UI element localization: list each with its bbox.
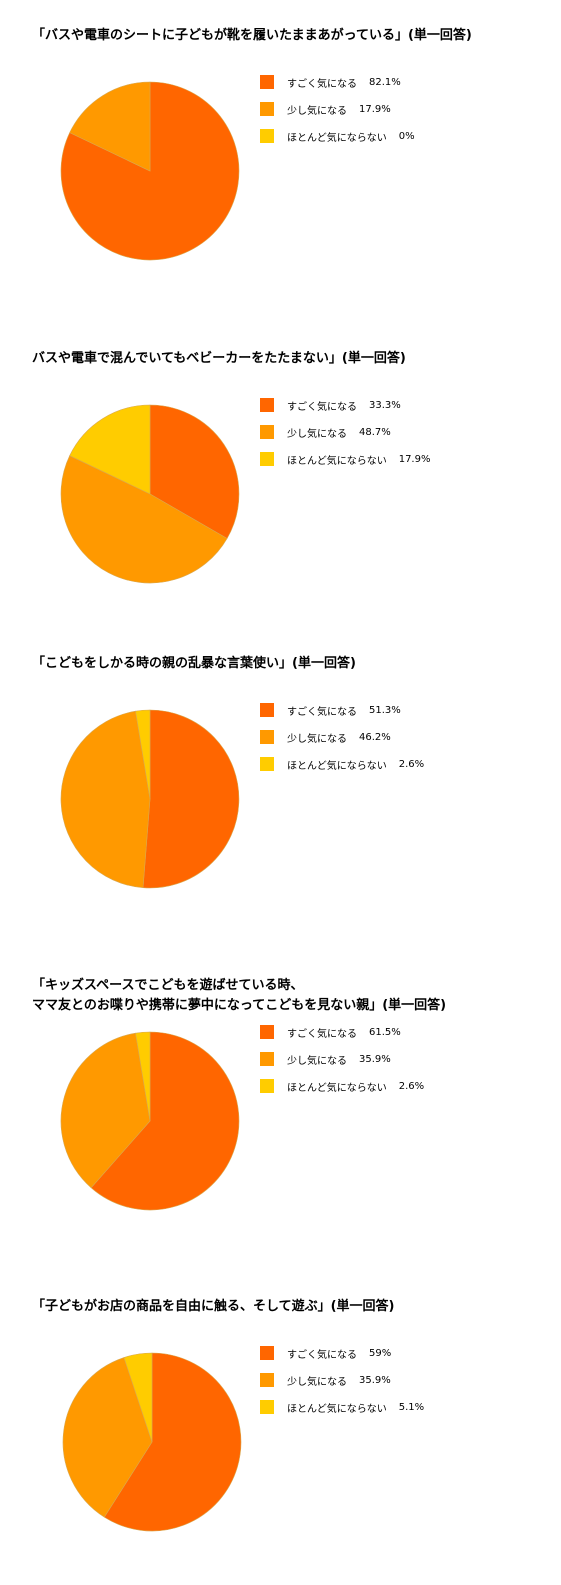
chart-panel: バスや電車で混んでいてもベビーカーをたたまない」(単一回答) すごく気になる 3…	[0, 349, 561, 649]
legend-value: 17.9%	[398, 453, 431, 465]
legend-value: 0%	[398, 130, 415, 142]
legend-label: 少し気になる	[287, 105, 347, 117]
legend-value: 46.2%	[359, 731, 391, 743]
pie-chart	[60, 81, 240, 261]
chart-legend: すごく気になる 51.3% 少し気になる 46.2% ほとんど気にならない 2.…	[260, 702, 550, 782]
legend-swatch	[260, 703, 274, 717]
chart-legend: すごく気になる 59% 少し気になる 35.9% ほとんど気にならない 5.1%	[260, 1345, 550, 1425]
legend-swatch	[260, 102, 274, 116]
legend-item-somewhat: 少し気になる 17.9%	[260, 101, 391, 117]
pie-slice-not	[123, 1352, 153, 1443]
chart-title: 「子どもがお店の商品を自由に触る、そして遊ぶ」(単一回答)	[32, 1299, 395, 1314]
legend-value: 48.7%	[359, 426, 391, 438]
pie-slice-not	[135, 1031, 151, 1122]
pie-slice-somewhat	[62, 1357, 153, 1518]
legend-label: ほとんど気にならない	[287, 455, 387, 467]
legend-label: ほとんど気にならない	[287, 1403, 387, 1415]
legend-item-not: ほとんど気にならない 2.6%	[260, 756, 424, 772]
legend-value: 35.9%	[359, 1053, 391, 1065]
pie-slice-somewhat	[69, 81, 151, 172]
legend-item-not: ほとんど気にならない 17.9%	[260, 451, 430, 467]
pie-slice-somewhat	[60, 1032, 151, 1189]
legend-value: 61.5%	[369, 1026, 401, 1038]
legend-swatch	[260, 1079, 274, 1093]
legend-swatch	[260, 129, 274, 143]
pie-chart	[60, 709, 240, 889]
legend-swatch	[260, 452, 274, 466]
chart-panel: 「キッズスペースでこどもを遊ばせている時、 ママ友とのお喋りや携帯に夢中になって…	[0, 976, 561, 1276]
legend-label: ほとんど気にならない	[287, 1082, 387, 1094]
legend-item-very: すごく気になる 61.5%	[260, 1024, 401, 1040]
pie-chart	[60, 404, 240, 584]
legend-label: ほとんど気にならない	[287, 132, 387, 144]
pie-slice-not	[135, 709, 151, 800]
legend-item-not: ほとんど気にならない 5.1%	[260, 1399, 424, 1415]
chart-title: 「こどもをしかる時の親の乱暴な言葉使い」(単一回答)	[32, 656, 356, 671]
chart-title: バスや電車で混んでいてもベビーカーをたたまない」(単一回答)	[32, 351, 406, 366]
pie-chart	[62, 1352, 242, 1532]
chart-panel: 「バスや電車のシートに子どもが靴を履いたままあがっている」(単一回答) すごく気…	[0, 26, 561, 326]
legend-swatch	[260, 1400, 274, 1414]
pie-slice-very	[90, 1031, 240, 1211]
legend-value: 17.9%	[359, 103, 391, 115]
legend-value: 2.6%	[398, 1080, 425, 1092]
legend-value: 5.1%	[398, 1401, 425, 1413]
legend-value: 59%	[369, 1347, 392, 1359]
chart-panel: 「こどもをしかる時の親の乱暴な言葉使い」(単一回答) すごく気になる 51.3%…	[0, 654, 561, 954]
legend-value: 51.3%	[369, 704, 401, 716]
legend-swatch	[260, 1373, 274, 1387]
legend-value: 33.3%	[369, 399, 401, 411]
pie-slice-very	[149, 404, 240, 539]
chart-legend: すごく気になる 61.5% 少し気になる 35.9% ほとんど気にならない 2.…	[260, 1024, 550, 1104]
pie-chart	[60, 1031, 240, 1211]
pie-slice-somewhat	[60, 455, 228, 584]
legend-swatch	[260, 730, 274, 744]
legend-label: 少し気になる	[287, 1055, 347, 1067]
legend-label: 少し気になる	[287, 428, 347, 440]
legend-swatch	[260, 1052, 274, 1066]
legend-value: 82.1%	[369, 76, 401, 88]
legend-label: ほとんど気にならない	[287, 760, 387, 772]
legend-label: 少し気になる	[287, 1376, 347, 1388]
chart-legend: すごく気になる 82.1% 少し気になる 17.9% ほとんど気にならない 0%	[260, 74, 550, 154]
legend-item-somewhat: 少し気になる 48.7%	[260, 424, 391, 440]
pie-slice-very	[103, 1352, 242, 1532]
chart-panel: 「子どもがお店の商品を自由に触る、そして遊ぶ」(単一回答) すごく気になる 59…	[0, 1297, 561, 1585]
legend-item-very: すごく気になる 51.3%	[260, 702, 401, 718]
legend-label: すごく気になる	[287, 1028, 357, 1040]
pie-slice-very	[142, 709, 240, 889]
legend-swatch	[260, 1025, 274, 1039]
legend-swatch	[260, 75, 274, 89]
legend-item-very: すごく気になる 59%	[260, 1345, 391, 1361]
legend-swatch	[260, 757, 274, 771]
legend-item-very: すごく気になる 82.1%	[260, 74, 401, 90]
legend-label: すごく気になる	[287, 706, 357, 718]
legend-label: 少し気になる	[287, 733, 347, 745]
legend-item-not: ほとんど気にならない 2.6%	[260, 1078, 424, 1094]
legend-label: すごく気になる	[287, 401, 357, 413]
legend-item-somewhat: 少し気になる 35.9%	[260, 1051, 391, 1067]
legend-item-very: すごく気になる 33.3%	[260, 397, 401, 413]
legend-swatch	[260, 425, 274, 439]
legend-item-somewhat: 少し気になる 46.2%	[260, 729, 391, 745]
legend-swatch	[260, 1346, 274, 1360]
legend-label: すごく気になる	[287, 1349, 357, 1361]
pie-slice-somewhat	[60, 710, 151, 889]
legend-item-somewhat: 少し気になる 35.9%	[260, 1372, 391, 1388]
chart-legend: すごく気になる 33.3% 少し気になる 48.7% ほとんど気にならない 17…	[260, 397, 550, 477]
chart-title: 「キッズスペースでこどもを遊ばせている時、 ママ友とのお喋りや携帯に夢中になって…	[32, 978, 447, 1013]
legend-swatch	[260, 398, 274, 412]
legend-value: 35.9%	[359, 1374, 391, 1386]
pie-slice-not	[69, 404, 151, 495]
chart-title: 「バスや電車のシートに子どもが靴を履いたままあがっている」(単一回答)	[32, 28, 472, 43]
legend-label: すごく気になる	[287, 78, 357, 90]
legend-item-not: ほとんど気にならない 0%	[260, 128, 415, 144]
legend-value: 2.6%	[398, 758, 425, 770]
